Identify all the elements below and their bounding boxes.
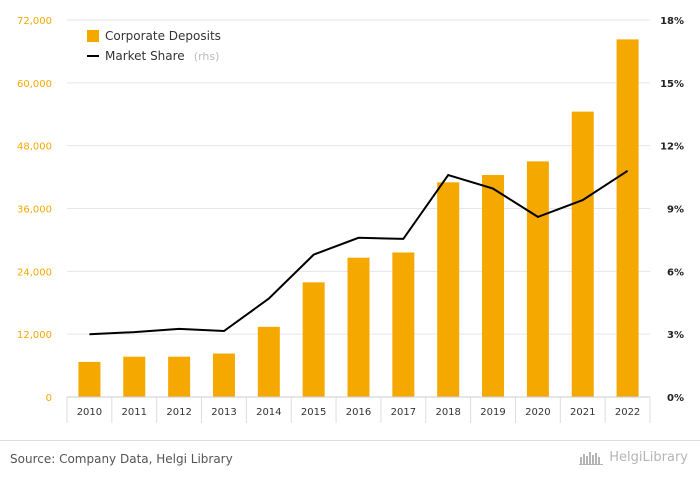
right-tick-label: 6% <box>667 267 684 278</box>
left-tick-label: 12,000 <box>17 330 52 341</box>
right-tick-label: 9% <box>667 205 684 216</box>
deposit-bar <box>482 174 505 397</box>
deposit-bar <box>257 326 280 397</box>
x-tick-label: 2015 <box>301 407 326 418</box>
left-tick-label: 24,000 <box>17 267 52 278</box>
left-tick-label: 72,000 <box>17 16 52 27</box>
market-share-line <box>89 169 629 336</box>
right-tick-label: 0% <box>667 393 684 404</box>
deposit-bar <box>123 356 146 397</box>
x-tick-label: 2018 <box>435 407 460 418</box>
legend-label-deposits: Corporate Deposits <box>105 29 221 43</box>
left-tick-label: 0 <box>46 393 52 404</box>
legend-swatch-deposits <box>87 30 99 42</box>
left-tick-label: 60,000 <box>17 79 52 90</box>
deposit-bar <box>526 161 549 397</box>
left-y-axis: 0 12,000 24,000 36,000 48,000 60,000 72,000 <box>17 16 52 404</box>
deposit-bar <box>78 361 101 397</box>
right-tick-label: 18% <box>660 16 684 27</box>
x-tick-label: 2020 <box>525 407 550 418</box>
x-tick-label: 2022 <box>615 407 640 418</box>
right-y-axis: 0% 3% 6% 9% 12% 15% 18% <box>660 16 684 404</box>
deposit-bar <box>168 356 191 397</box>
brand-text: HelgiLibrary <box>609 449 688 465</box>
deposit-bar <box>212 353 235 397</box>
library-icon <box>579 452 604 465</box>
x-tick-label: 2010 <box>77 407 102 418</box>
x-tick-label: 2017 <box>391 407 416 418</box>
deposit-bar <box>392 252 415 397</box>
deposit-bar <box>437 182 460 397</box>
source-note: Source: Company Data, Helgi Library <box>10 452 233 466</box>
deposit-bar <box>347 257 370 397</box>
left-tick-label: 48,000 <box>17 142 52 153</box>
right-tick-label: 3% <box>667 330 684 341</box>
deposit-bar <box>302 282 325 397</box>
right-tick-label: 12% <box>660 142 684 153</box>
legend: Corporate Deposits Market Share (rhs) <box>87 29 221 64</box>
brand-logo[interactable]: HelgiLibrary <box>579 449 688 465</box>
x-tick-label: 2019 <box>480 407 505 418</box>
right-tick-label: 15% <box>660 79 684 90</box>
chart: 2010 2011 2012 2013 2014 2015 2016 2017 2018 2019… <box>17 16 684 423</box>
x-tick-label: 2016 <box>346 407 371 418</box>
x-tick-label: 2012 <box>166 407 191 418</box>
bar-series <box>78 39 639 398</box>
x-tick-label: 2011 <box>122 407 147 418</box>
x-tick-label: 2014 <box>256 407 281 418</box>
deposit-bar <box>571 111 594 397</box>
footer-divider <box>0 440 700 441</box>
x-tick-label: 2021 <box>570 407 595 418</box>
legend-label-market-share-group: Market Share (rhs) <box>105 45 219 64</box>
legend-label-market-share: Market Share <box>105 49 185 63</box>
deposit-bar <box>616 39 639 398</box>
legend-label-rhs: (rhs) <box>194 50 220 63</box>
x-axis: 2010 2011 2012 2013 2014 2015 2016 2017 2018 2019… <box>66 396 651 423</box>
x-tick-label: 2013 <box>211 407 236 418</box>
left-tick-label: 36,000 <box>17 205 52 216</box>
